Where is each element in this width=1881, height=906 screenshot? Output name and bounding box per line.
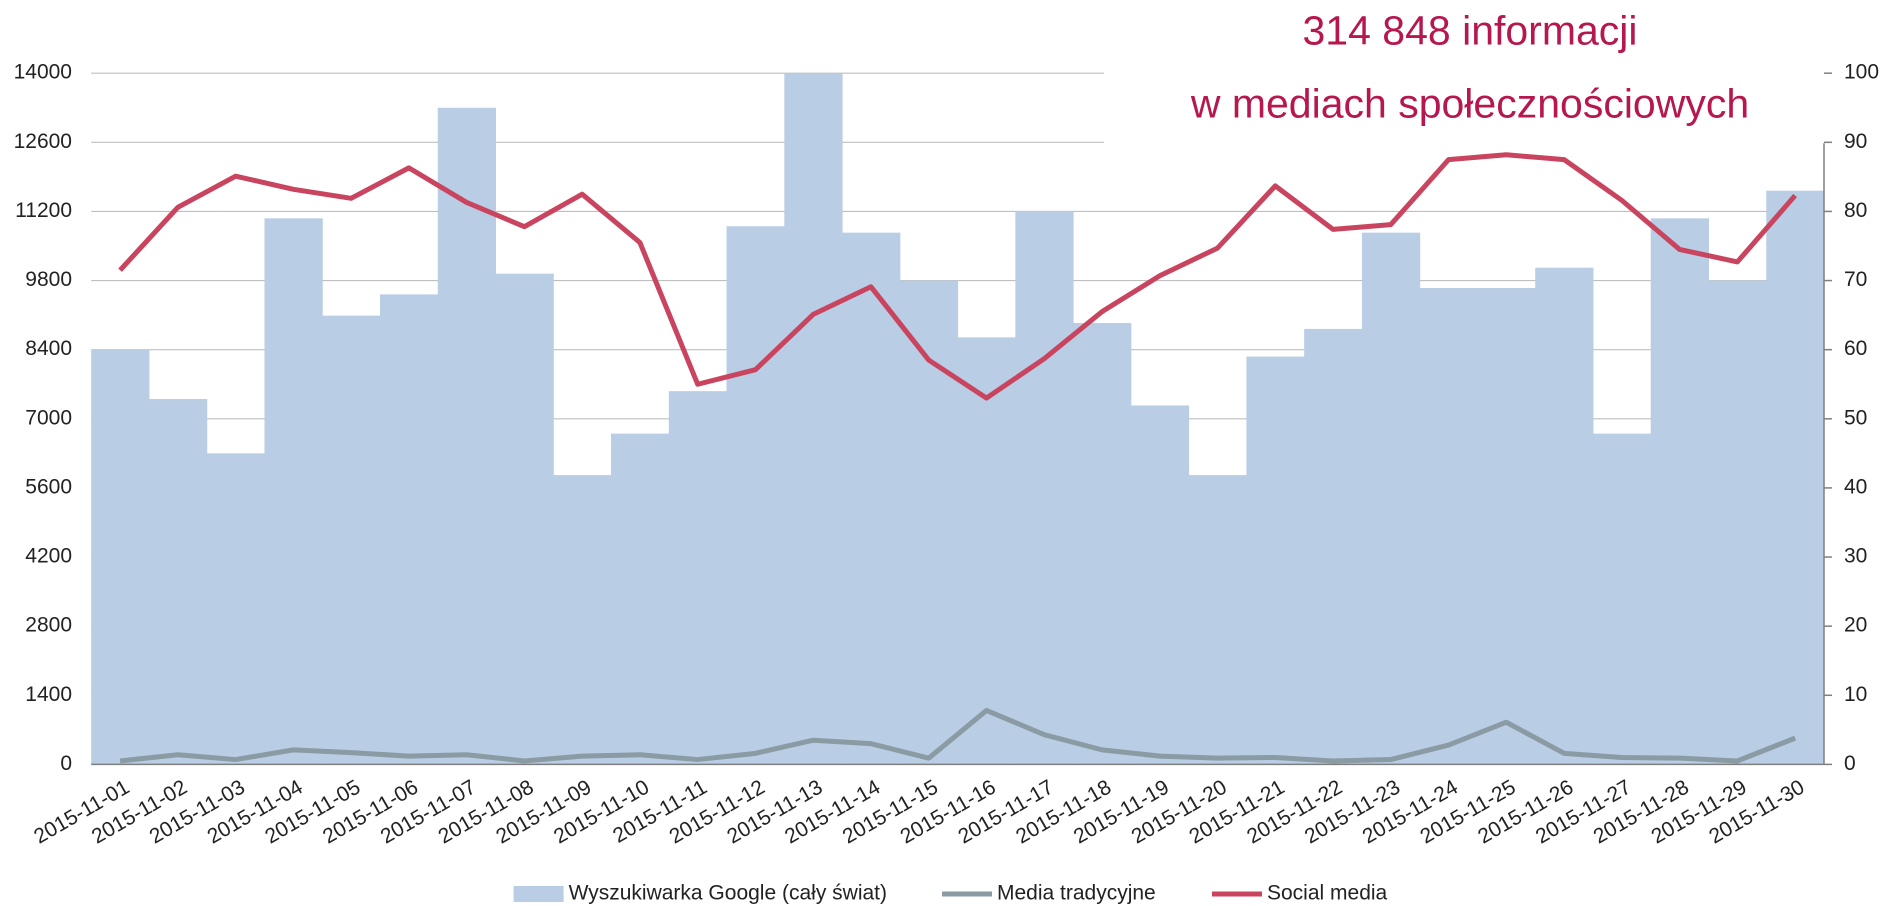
y-tick-label: 8400: [25, 337, 72, 360]
bar: [1188, 475, 1247, 765]
bar: [1419, 287, 1478, 765]
y2-tick-label: 20: [1844, 614, 1867, 637]
bar: [206, 453, 265, 765]
y-tick-label: 5600: [25, 475, 72, 498]
y-tick-label: 7000: [25, 406, 72, 429]
y-tick-label: 9800: [25, 268, 72, 291]
legend-swatch: [513, 886, 564, 902]
bar: [1535, 267, 1594, 765]
bar: [726, 226, 785, 765]
bar: [611, 433, 670, 765]
bar: [1015, 211, 1074, 765]
bar: [1073, 323, 1132, 765]
annotation: 314 848 informacji: [1302, 7, 1637, 53]
bar: [1766, 190, 1825, 765]
y2-tick-label: 60: [1844, 337, 1867, 360]
bar: [264, 218, 323, 765]
y-tick-label: 12600: [14, 130, 72, 153]
y-tick-label: 1400: [25, 683, 72, 706]
series-line: [119, 707, 1797, 764]
y-tick-label: 2800: [25, 614, 72, 637]
y-tick-label: 14000: [14, 61, 72, 84]
bar: [957, 337, 1016, 765]
bar: [553, 475, 612, 765]
y2-tick-label: 80: [1844, 199, 1867, 222]
y2-tick-label: 100: [1844, 61, 1879, 84]
bar: [1650, 218, 1709, 765]
bar: [380, 294, 439, 765]
annotation-bg: [1104, 0, 1824, 144]
bar: [1592, 433, 1652, 765]
y2-tick-label: 30: [1844, 545, 1867, 568]
bar: [1130, 405, 1190, 765]
bar: [1246, 356, 1305, 765]
bar: [148, 399, 208, 765]
y2-tick-label: 0: [1844, 752, 1856, 775]
y2-tick-label: 90: [1844, 130, 1867, 153]
bar: [437, 107, 497, 765]
y2-tick-label: 10: [1844, 683, 1867, 706]
legend-label: Social media: [1267, 882, 1388, 905]
bar: [1361, 232, 1421, 765]
bar: [1477, 287, 1536, 765]
legend-label: Wyszukiwarka Google (cały świat): [569, 882, 887, 905]
bar: [842, 232, 901, 765]
bar: [495, 273, 554, 765]
y-tick-label: 4200: [25, 545, 72, 568]
bar: [899, 280, 959, 765]
bar: [784, 73, 843, 765]
y2-tick-label: 50: [1844, 406, 1867, 429]
bar: [668, 391, 728, 765]
bar: [322, 315, 381, 765]
y2-tick-label: 70: [1844, 268, 1867, 291]
y-tick-label: 11200: [15, 199, 72, 222]
y2-tick-label: 40: [1844, 475, 1867, 498]
bar: [1304, 328, 1363, 765]
annotation: w mediach społecznościowych: [1190, 81, 1749, 127]
series-line: [118, 152, 1798, 401]
bar: [91, 349, 150, 765]
y-tick-label: 0: [60, 752, 72, 775]
legend-label: Media tradycyjne: [997, 882, 1156, 905]
bar: [1708, 280, 1767, 765]
